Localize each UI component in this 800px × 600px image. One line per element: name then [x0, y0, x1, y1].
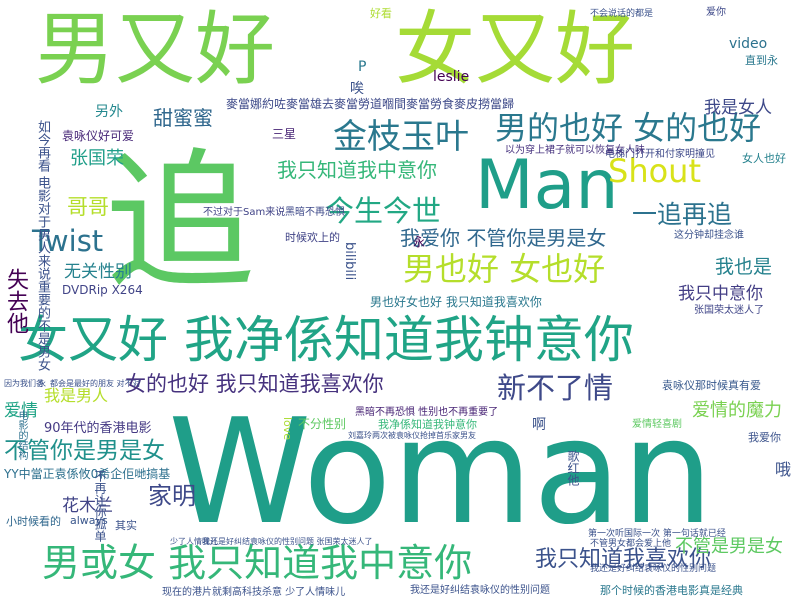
- word: leslie: [433, 69, 470, 85]
- word: 金枝玉叶: [333, 117, 469, 157]
- word: 无关性别: [64, 262, 132, 282]
- word: 女的也好 我只知道我喜欢你: [125, 372, 384, 396]
- word: YY中當正袁係攸0希企佢哋搞基: [4, 467, 171, 481]
- word: 不过对于Sam来说: [203, 207, 286, 218]
- word: 不会说话的都是: [590, 9, 654, 19]
- word: 爱情轻喜剧: [632, 419, 682, 430]
- word: 袁咏仪好可爱: [62, 129, 135, 143]
- word: 今生今世: [325, 194, 442, 228]
- word: 90年代的香港电影: [44, 421, 152, 436]
- word: 我还是好纠结袁咏仪的性别问题 张国荣太迷人了: [202, 537, 373, 546]
- word: always: [70, 514, 108, 527]
- word: 我只知道我喜欢你: [535, 547, 712, 572]
- word: 啊: [532, 417, 546, 433]
- word: 我还是好纠结袁咏仪的性别问题: [410, 585, 550, 596]
- word: 我净係知道我钟意你: [378, 418, 477, 431]
- word: 因为我们各: [4, 379, 44, 388]
- word: 好看: [370, 7, 392, 20]
- word: 我只知道我中意你: [277, 158, 437, 182]
- word: 不管你是男是女: [4, 438, 165, 464]
- word: 失去他: [3, 268, 28, 334]
- word: 刘嘉玲两次被袁咏仪抢掉首乐家男友: [348, 431, 476, 440]
- word: 不分性别: [298, 417, 347, 431]
- word: 爱情的魔力: [692, 400, 782, 421]
- word: 袁咏仪那时候真有爱: [662, 379, 761, 392]
- word: 另外: [95, 104, 123, 120]
- word: 花木兰: [62, 496, 113, 516]
- word: 我是男人: [44, 386, 109, 405]
- word: 女人也好: [742, 152, 786, 165]
- word: 我爱你: [748, 431, 781, 444]
- word: 男或女 我只知道我中意你: [42, 541, 473, 585]
- word: 以为穿上裙子就可以恢复女人味: [505, 145, 645, 156]
- word: 男的也好 女的也好: [495, 109, 762, 147]
- word: 甜蜜蜜: [153, 106, 213, 130]
- word: 黑暗不再恐惧 性别也不再重要了: [355, 407, 499, 418]
- word: 我是女人: [704, 98, 772, 118]
- word: 不再让你孤单: [93, 470, 107, 542]
- word: 如今再看 电影对于男人来说重要的不是男女: [35, 120, 50, 372]
- word: 电梯门打开和付家明撞见: [605, 149, 715, 160]
- word: 电影的结构: [16, 410, 27, 460]
- word: love: [281, 417, 294, 441]
- word: 三星: [272, 127, 297, 141]
- word: 男又好: [35, 3, 275, 96]
- word: 男也好女也好 我只知道我喜欢你: [370, 295, 542, 309]
- word: 麥當娜約咗麥當雄去麥當勞道嗰間麥當勞食麥皮撈當歸: [226, 97, 515, 111]
- word: 家明: [148, 482, 196, 510]
- word: 永: [413, 235, 426, 249]
- word: 那个时候的香港电影真是经典: [600, 584, 743, 597]
- word: 女又好: [395, 3, 635, 96]
- word: 这分钟却挂念谁: [674, 230, 744, 241]
- word: Woman: [168, 388, 714, 557]
- word: 我爱你 不管你是男是女: [400, 226, 607, 250]
- word: Man: [475, 146, 619, 225]
- word: 追: [105, 136, 256, 310]
- word: Shout: [608, 152, 701, 190]
- word: video: [729, 36, 768, 52]
- word: 直到永: [745, 54, 778, 67]
- word: 其实: [115, 519, 137, 532]
- word: 小时候看的: [6, 515, 61, 528]
- word: 我也是: [715, 256, 773, 278]
- word: 张国荣太迷人了: [694, 305, 764, 316]
- word: 我还是好纠结袁咏仪的性别问题: [590, 564, 717, 574]
- word: P: [358, 59, 367, 75]
- word: 不管是男是女: [675, 536, 783, 557]
- word: 新不了情: [497, 371, 614, 405]
- word: 男也好 女也好: [403, 250, 606, 288]
- word: 第一次听国际一次 第一句话就已经: [588, 529, 726, 539]
- word: 时候欢上的: [285, 231, 340, 244]
- word: 女又好 我净係知道我钟意你: [18, 311, 634, 369]
- word: 张国荣: [70, 148, 124, 169]
- word: 少了人情味儿: [170, 537, 218, 546]
- word: 现在的港片就剩高科技杀意 少了人情味儿: [162, 587, 346, 598]
- word: bilibili: [342, 242, 357, 281]
- word: 哦: [775, 460, 792, 479]
- word: 永: [38, 379, 46, 388]
- word: 歌红他: [566, 450, 580, 486]
- word: 唉: [350, 81, 364, 97]
- word: 一追再追: [632, 200, 733, 229]
- word: 我只中意你: [678, 284, 763, 304]
- word: Twist: [32, 224, 104, 258]
- word: 爱情: [4, 401, 38, 421]
- word: 黑暗不再恐惧: [285, 207, 345, 218]
- word: 爱你: [706, 7, 726, 18]
- word: 都会是最好的朋友 对不对: [50, 379, 141, 388]
- word: DVDRip X264: [62, 283, 143, 297]
- word: 哥哥: [67, 195, 109, 219]
- word: 不管男女都会爱上他: [590, 539, 672, 549]
